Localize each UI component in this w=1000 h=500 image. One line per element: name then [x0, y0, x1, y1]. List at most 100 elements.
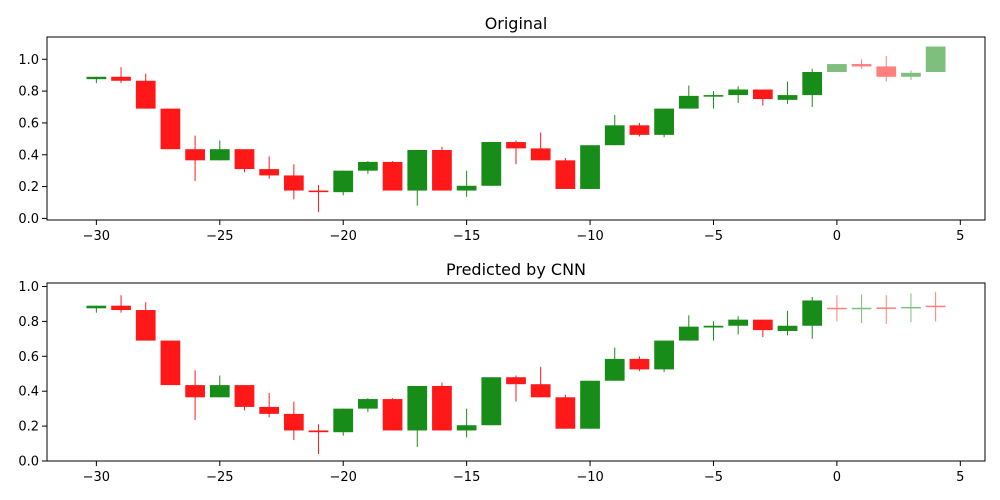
x-tick-label: −20 — [329, 229, 356, 244]
candle-body — [456, 185, 477, 191]
candle — [209, 140, 230, 161]
candle-body — [752, 319, 773, 331]
y-tick-label: 0.0 — [18, 212, 39, 227]
candle-body — [580, 380, 600, 429]
candle — [111, 67, 131, 84]
candle — [777, 310, 798, 336]
candle — [456, 408, 477, 438]
candle-body — [308, 190, 329, 193]
candle — [555, 394, 576, 429]
candle-body — [160, 108, 181, 150]
candle-body — [876, 66, 897, 77]
candle-body — [308, 430, 329, 433]
x-tick-label: −20 — [329, 470, 356, 485]
candle-body — [555, 160, 576, 189]
candle — [86, 76, 107, 84]
candle — [604, 114, 625, 146]
candle-body — [259, 406, 280, 414]
candle-body — [506, 377, 526, 385]
candle-body — [604, 358, 625, 381]
candle-body — [86, 305, 107, 309]
candle-body — [604, 125, 625, 146]
candle-body — [777, 325, 798, 331]
candle — [506, 140, 526, 165]
candle — [283, 164, 304, 200]
candle — [851, 59, 872, 69]
candle — [259, 156, 280, 179]
y-tick-label: 0.8 — [18, 85, 39, 100]
candle — [901, 293, 921, 323]
candle-body — [802, 300, 823, 326]
plot-frame — [46, 282, 986, 462]
candle — [209, 375, 230, 398]
candle — [308, 184, 329, 213]
candle — [580, 145, 600, 189]
candle — [827, 295, 847, 322]
candle — [456, 170, 477, 197]
y-tick-label: 0.4 — [18, 148, 39, 163]
candle — [752, 89, 773, 106]
candle — [506, 375, 526, 402]
candle — [654, 108, 674, 138]
x-tick-label: 0 — [833, 470, 841, 485]
x-tick-label: −30 — [83, 229, 110, 244]
candle-body — [530, 148, 551, 161]
candle-body — [234, 385, 255, 407]
candle-body — [827, 307, 847, 310]
candle-body — [777, 95, 798, 100]
candle-body — [802, 72, 823, 96]
candle-body — [456, 425, 477, 431]
chart-title: Original — [485, 14, 548, 33]
candle — [185, 370, 205, 420]
candle — [777, 81, 798, 104]
candle-body — [111, 305, 131, 311]
candle-body — [530, 384, 551, 398]
candle — [654, 340, 674, 372]
candle — [555, 157, 576, 189]
candle — [629, 122, 650, 137]
candle — [703, 91, 724, 109]
candle-body — [629, 125, 650, 135]
candle — [851, 294, 872, 324]
candle — [752, 319, 773, 338]
candle — [481, 142, 502, 186]
candle-body — [382, 161, 403, 191]
candle — [925, 46, 946, 73]
candle — [481, 377, 502, 426]
candle-body — [358, 399, 378, 409]
candle — [530, 132, 551, 161]
candle-body — [901, 306, 921, 309]
candle-body — [654, 340, 674, 370]
candle-body — [333, 408, 354, 433]
candle — [530, 366, 551, 398]
candle — [283, 401, 304, 441]
candle-body — [432, 385, 452, 431]
candle — [234, 149, 255, 173]
candle-body — [259, 169, 280, 176]
y-tick-label: 0.6 — [18, 350, 39, 365]
x-tick-label: −5 — [704, 229, 723, 244]
candle-body — [851, 307, 872, 310]
candle — [703, 321, 724, 341]
candle-body — [827, 64, 847, 73]
candle — [382, 161, 403, 191]
candle — [432, 382, 452, 431]
candle-body — [333, 170, 354, 193]
candle-body — [135, 310, 156, 341]
x-tick-label: 5 — [956, 229, 964, 244]
x-tick-label: −25 — [206, 229, 233, 244]
x-tick-label: −10 — [576, 470, 603, 485]
chart-panel-1: −30 −25 −20 −15 −10 −5 0 5 0.0 0.2 0.4 0.6 0.8 1.0 Ori… — [18, 14, 986, 244]
candle — [407, 385, 428, 448]
y-tick-label: 0.4 — [18, 385, 39, 400]
candle-body — [901, 72, 921, 77]
candle — [333, 408, 354, 436]
candle — [234, 385, 255, 411]
candle-body — [728, 89, 749, 96]
x-tick-label: −5 — [704, 470, 723, 485]
y-tick-label: 0.8 — [18, 315, 39, 330]
y-tick-label: 0.6 — [18, 116, 39, 131]
candle — [86, 305, 107, 313]
y-tick-label: 0.2 — [18, 420, 39, 435]
